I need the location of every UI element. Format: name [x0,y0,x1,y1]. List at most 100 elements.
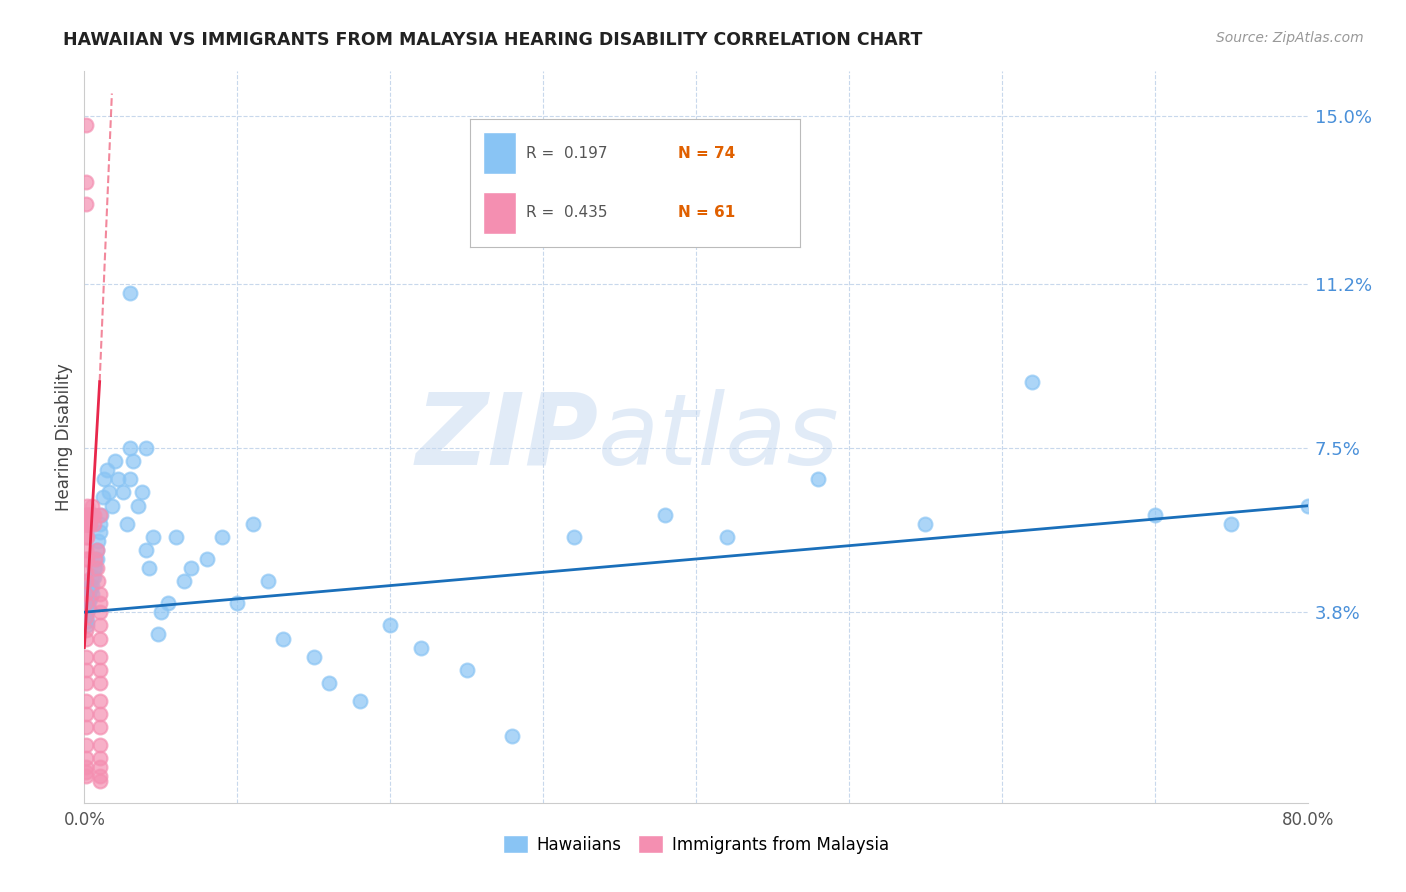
Point [271,632,294,646]
Point [127,499,149,513]
Point [83,516,105,531]
Point [318,676,340,690]
Point [101,499,124,513]
Point [87,574,110,589]
Point [89,596,111,610]
Point [75,769,97,783]
Point [180,561,202,575]
Point [75,516,97,531]
Point [77,591,100,606]
Point [86,543,108,558]
Text: atlas: atlas [598,389,839,485]
Point [135,441,157,455]
Point [89,751,111,765]
Point [120,285,142,300]
Point [807,472,830,486]
Point [89,516,111,531]
Y-axis label: Hearing Disability: Hearing Disability [55,363,73,511]
Point [89,721,111,735]
Point [75,623,97,637]
Point [89,707,111,722]
Point [149,605,172,619]
Point [75,694,97,708]
Point [1220,516,1243,531]
Point [115,516,138,531]
Legend: Hawaiians, Immigrants from Malaysia: Hawaiians, Immigrants from Malaysia [496,829,896,860]
Point [173,574,195,589]
Point [89,769,111,783]
Point [76,614,98,628]
Point [76,618,98,632]
Point [146,627,169,641]
Point [142,530,165,544]
Point [80,587,103,601]
Text: Source: ZipAtlas.com: Source: ZipAtlas.com [1216,31,1364,45]
Point [89,632,111,646]
Point [257,574,280,589]
Point [654,508,676,522]
Point [80,499,103,513]
Point [76,530,98,544]
Point [75,574,97,589]
Point [914,516,936,531]
Point [80,578,103,592]
Point [79,578,101,592]
Point [75,663,97,677]
Point [75,118,97,132]
Point [157,596,180,610]
Point [1143,508,1166,522]
Point [226,596,249,610]
Point [89,760,111,774]
Point [75,543,97,558]
Point [89,605,111,619]
Point [89,508,111,522]
Point [75,530,97,544]
Point [76,605,98,619]
Point [138,561,160,575]
Point [120,441,142,455]
Point [75,751,97,765]
Point [75,738,97,752]
Point [75,566,97,580]
Point [89,694,111,708]
Point [75,707,97,722]
Point [76,596,98,610]
Point [107,472,129,486]
Point [89,618,111,632]
Point [75,632,97,646]
Point [76,516,98,531]
Point [76,499,98,513]
Point [93,472,115,486]
Point [456,663,478,677]
Point [75,764,97,779]
Point [75,552,97,566]
Point [91,490,114,504]
Point [75,175,97,189]
Point [90,508,112,522]
Point [79,508,101,522]
Point [111,485,134,500]
Point [1296,499,1319,513]
Point [77,516,100,531]
Point [75,596,97,610]
Point [86,552,108,566]
Point [75,676,97,690]
Point [89,676,111,690]
Point [75,614,97,628]
Point [302,649,325,664]
Point [131,485,153,500]
Point [97,485,120,500]
Point [242,516,264,531]
Point [349,694,371,708]
Point [96,463,118,477]
Point [75,587,97,601]
Point [77,600,100,615]
Point [75,760,97,774]
Point [83,561,105,575]
Point [79,582,101,597]
Point [120,472,142,486]
Point [79,591,101,606]
Point [502,729,524,743]
Point [716,530,738,544]
Point [75,197,97,211]
